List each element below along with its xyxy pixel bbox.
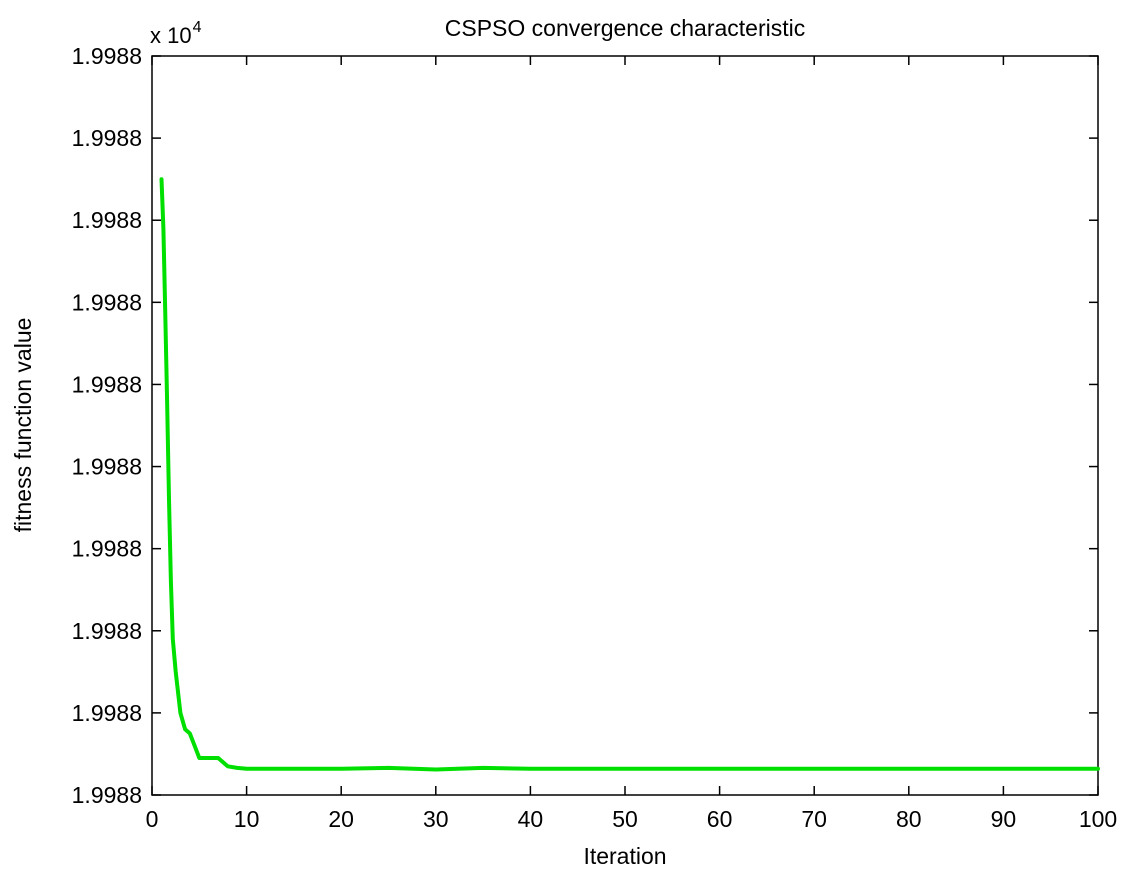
data-point — [434, 768, 438, 772]
y-tick-label: 1.9988 — [72, 289, 142, 315]
data-point — [245, 767, 249, 771]
y-tick-label: 1.9988 — [72, 700, 142, 726]
data-point — [174, 670, 178, 674]
x-tick-label: 30 — [423, 806, 449, 832]
y-scale-factor: x 104 — [150, 19, 202, 48]
data-point — [159, 177, 163, 181]
x-tick-label: 90 — [991, 806, 1017, 832]
data-point — [197, 756, 201, 760]
x-tick-label: 20 — [328, 806, 354, 832]
x-tick-label: 70 — [801, 806, 827, 832]
data-point — [1001, 767, 1005, 771]
data-point — [165, 399, 169, 403]
x-tick-label: 100 — [1079, 806, 1117, 832]
x-axis: 0 10 20 30 40 50 60 70 80 90 100 — [146, 56, 1117, 832]
x-axis-label: Iteration — [583, 843, 666, 869]
data-point — [339, 767, 343, 771]
y-scale-base: x 10 — [150, 23, 192, 48]
data-point — [216, 756, 220, 760]
y-tick-label: 1.9988 — [72, 618, 142, 644]
y-tick-label: 1.9988 — [72, 43, 142, 69]
y-tick-label: 1.9988 — [72, 536, 142, 562]
y-tick-label: 1.9988 — [72, 125, 142, 151]
x-tick-label: 40 — [518, 806, 544, 832]
data-point — [235, 766, 239, 770]
y-tick-label: 1.9988 — [72, 454, 142, 480]
data-point — [387, 766, 390, 770]
data-point — [169, 580, 173, 584]
data-point — [183, 727, 187, 731]
data-point — [718, 767, 722, 771]
x-tick-label: 50 — [612, 806, 638, 832]
x-tick-label: 0 — [146, 806, 159, 832]
y-axis-label: fitness function value — [10, 318, 36, 533]
data-point — [528, 767, 532, 771]
x-tick-label: 10 — [234, 806, 260, 832]
data-point — [188, 731, 192, 735]
data-point — [167, 497, 171, 501]
data-point — [163, 309, 167, 313]
y-tick-label: 1.9988 — [72, 371, 142, 397]
data-point — [481, 766, 485, 770]
data-point — [207, 756, 211, 760]
data-point — [907, 767, 911, 771]
data-point — [171, 637, 175, 641]
y-axis: 1.9988 1.9988 1.9988 1.9988 1.9988 1.9988 1.99… — [72, 43, 1098, 808]
y-tick-label: 1.9988 — [72, 207, 142, 233]
data-point — [178, 711, 182, 715]
series-line — [159, 177, 1100, 772]
data-point — [812, 767, 816, 771]
x-tick-label: 60 — [707, 806, 733, 832]
data-point — [226, 764, 230, 768]
y-tick-label: 1.9988 — [72, 782, 142, 808]
chart-title: CSPSO convergence characteristic — [445, 15, 806, 41]
plot-area — [151, 55, 1099, 796]
series-layer — [159, 177, 1100, 772]
data-point — [1096, 767, 1100, 771]
data-point — [161, 226, 165, 230]
data-point — [623, 767, 627, 771]
data-point — [193, 744, 197, 748]
y-scale-exponent: 4 — [193, 19, 202, 36]
x-tick-label: 80 — [896, 806, 922, 832]
data-point — [292, 767, 296, 771]
